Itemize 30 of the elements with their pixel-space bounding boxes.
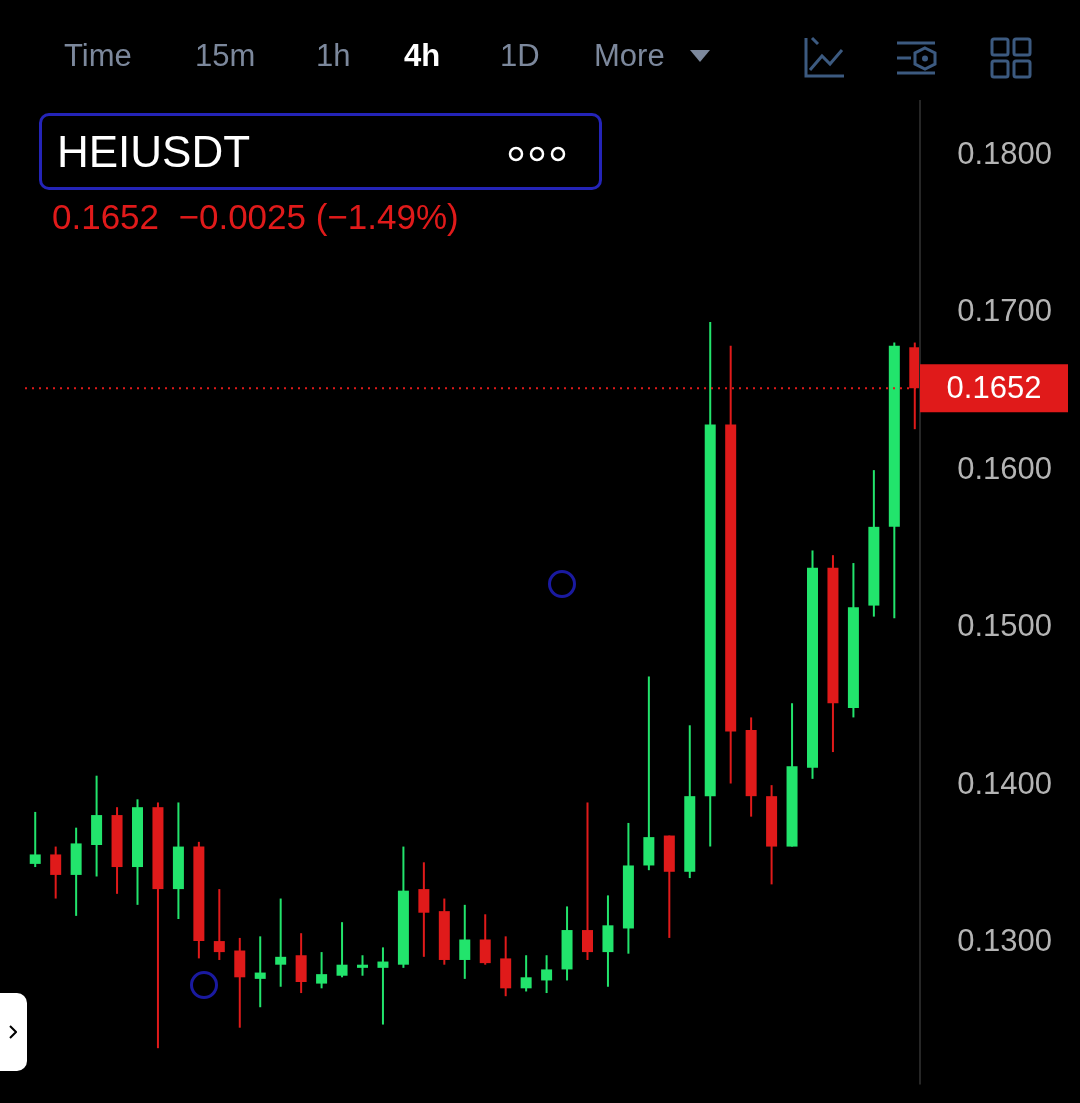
text: 4h	[404, 38, 441, 74]
candlestick	[213, 888, 225, 961]
y-tick-label: 0.1400	[957, 765, 1052, 801]
candlestick	[275, 897, 287, 988]
candlestick	[336, 921, 348, 979]
candlestick	[377, 946, 389, 1026]
candlestick	[254, 935, 266, 1009]
text: HEIUSDT	[57, 127, 251, 176]
text: More	[594, 38, 665, 74]
candlestick	[418, 861, 430, 958]
candlestick	[50, 845, 62, 900]
candlestick	[541, 954, 553, 995]
y-tick-label: 0.1700	[957, 293, 1052, 329]
text: 1h	[316, 38, 351, 74]
text: 15m	[195, 38, 256, 74]
y-tick-label: 0.1600	[957, 450, 1052, 486]
candlestick	[357, 954, 368, 977]
candlestick	[479, 913, 491, 966]
ref-line-label: 0.1652	[946, 369, 1042, 405]
y-tick-label: 0.1300	[957, 923, 1052, 959]
candlestick	[520, 954, 532, 993]
candlestick	[316, 951, 328, 990]
text: Time	[64, 38, 132, 74]
text: 1D	[500, 38, 540, 74]
candlestick	[459, 903, 471, 980]
y-tick-label: 0.1800	[957, 135, 1052, 171]
candlestick	[29, 810, 41, 869]
candlestick	[582, 801, 593, 961]
y-tick-label: 0.1500	[957, 608, 1052, 644]
text: 0.1652 −0.0025 (−1.49%)	[52, 197, 459, 237]
